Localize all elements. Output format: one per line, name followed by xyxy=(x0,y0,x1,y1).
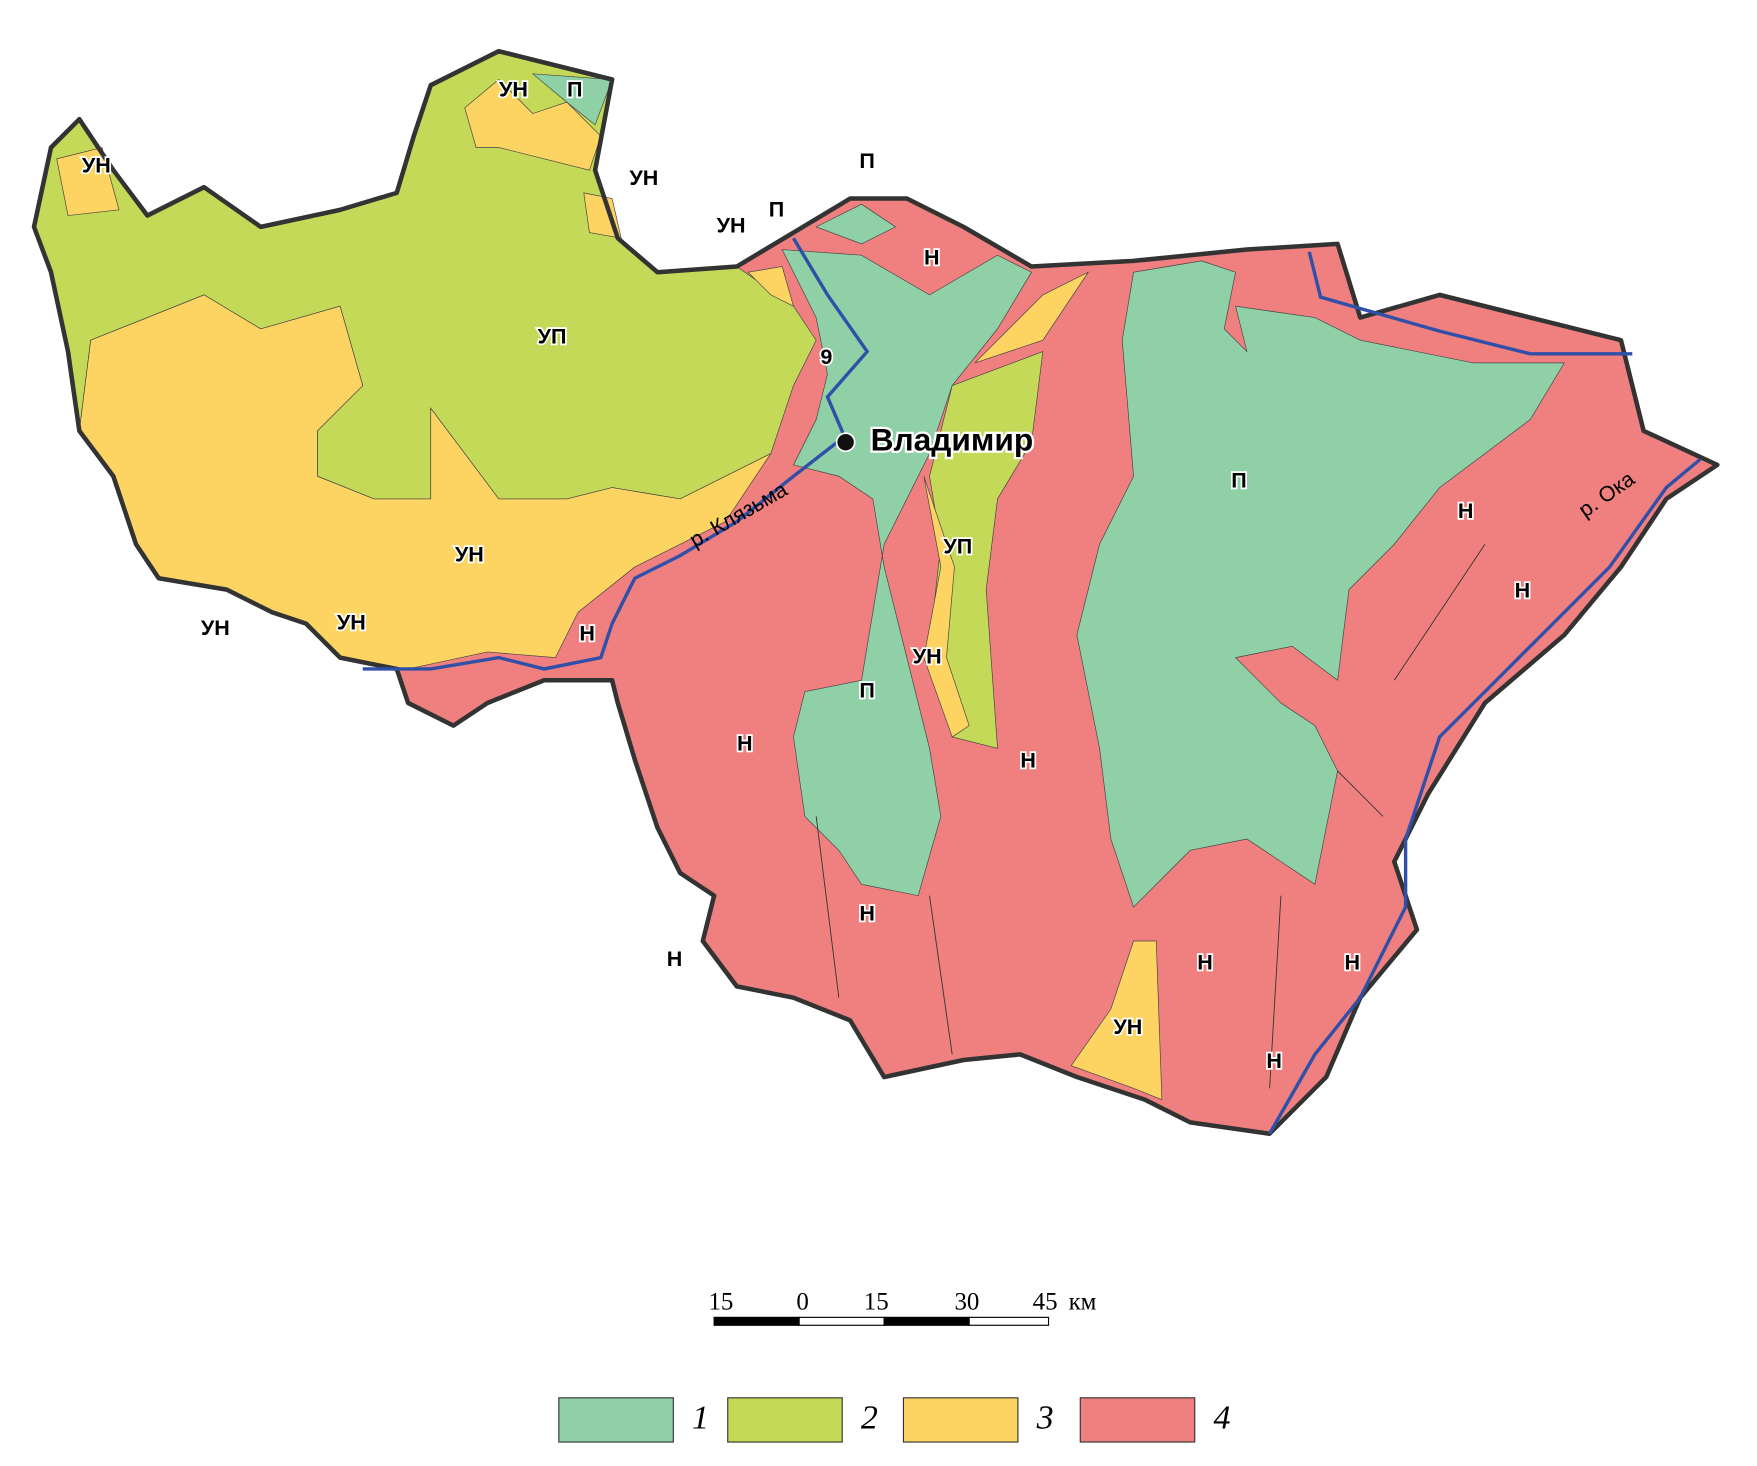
zone-label: П xyxy=(1231,469,1246,493)
zone-label: УН xyxy=(717,214,746,238)
zone-label: 9 xyxy=(820,345,832,369)
zone-label: Н xyxy=(1345,950,1361,974)
scale-label: 15 xyxy=(864,1288,889,1315)
boundary xyxy=(1393,544,1486,681)
zone xyxy=(815,203,897,245)
zone xyxy=(974,271,1090,364)
legend-swatch xyxy=(902,1397,1019,1443)
zone-label: УН xyxy=(629,166,658,190)
zone-label: Н xyxy=(737,732,753,756)
zone-label: Н xyxy=(579,622,595,646)
scale-segment xyxy=(968,1316,1050,1326)
boundary xyxy=(815,816,840,998)
zone-label: Н xyxy=(859,902,875,926)
zone-label: Н xyxy=(924,245,940,269)
scale-segment xyxy=(883,1316,970,1326)
legend-swatch xyxy=(727,1397,843,1443)
zone-label: УП xyxy=(943,534,972,558)
zone-label: Н xyxy=(667,947,683,971)
zone-label: УН xyxy=(499,78,528,102)
river xyxy=(362,237,870,671)
legend-label: 3 xyxy=(1036,1399,1054,1436)
zone-label: Н xyxy=(1458,499,1474,523)
zone-label: П xyxy=(769,198,784,222)
zone-label: Н xyxy=(1515,579,1531,603)
legend-label: 4 xyxy=(1213,1399,1230,1436)
zone xyxy=(56,147,120,216)
zone xyxy=(747,266,795,307)
zone-label: УН xyxy=(1113,1015,1142,1039)
zone-label: УН xyxy=(455,542,484,566)
legend-label: 2 xyxy=(861,1399,878,1436)
boundary xyxy=(1269,895,1282,1089)
scale-label: 0 xyxy=(796,1288,808,1315)
zone-label: Н xyxy=(1266,1049,1282,1073)
zone-label: П xyxy=(859,678,874,702)
scale-label: 30 xyxy=(954,1288,979,1315)
boundary xyxy=(929,895,953,1055)
zone-label: УН xyxy=(337,610,366,634)
zone xyxy=(1076,260,1565,908)
scale-label: 45 xyxy=(1033,1288,1058,1315)
city-marker xyxy=(835,432,856,453)
zone-label: УН xyxy=(913,644,942,668)
zone-label: П xyxy=(567,78,582,102)
zone-label: УН xyxy=(201,616,230,640)
scale-segment xyxy=(798,1316,885,1326)
boundary xyxy=(1337,770,1384,817)
zone xyxy=(531,73,613,126)
zone-label: УН xyxy=(82,153,111,177)
legend-swatch xyxy=(558,1397,674,1443)
scale-segment xyxy=(713,1316,800,1326)
city-label: Владимир xyxy=(871,422,1034,458)
river xyxy=(1307,251,1633,356)
zone-label: П xyxy=(859,149,874,173)
legend-swatch xyxy=(1079,1397,1196,1443)
scale-unit: км xyxy=(1069,1288,1097,1315)
zone xyxy=(1070,940,1163,1101)
zone xyxy=(781,249,1033,897)
zone-label: Н xyxy=(1020,749,1036,773)
zone-label: Н xyxy=(1197,950,1213,974)
scale-label: 15 xyxy=(708,1288,733,1315)
zone xyxy=(923,476,970,738)
zone-label: УП xyxy=(538,325,567,349)
legend-label: 1 xyxy=(692,1399,709,1436)
river xyxy=(1268,457,1702,1135)
